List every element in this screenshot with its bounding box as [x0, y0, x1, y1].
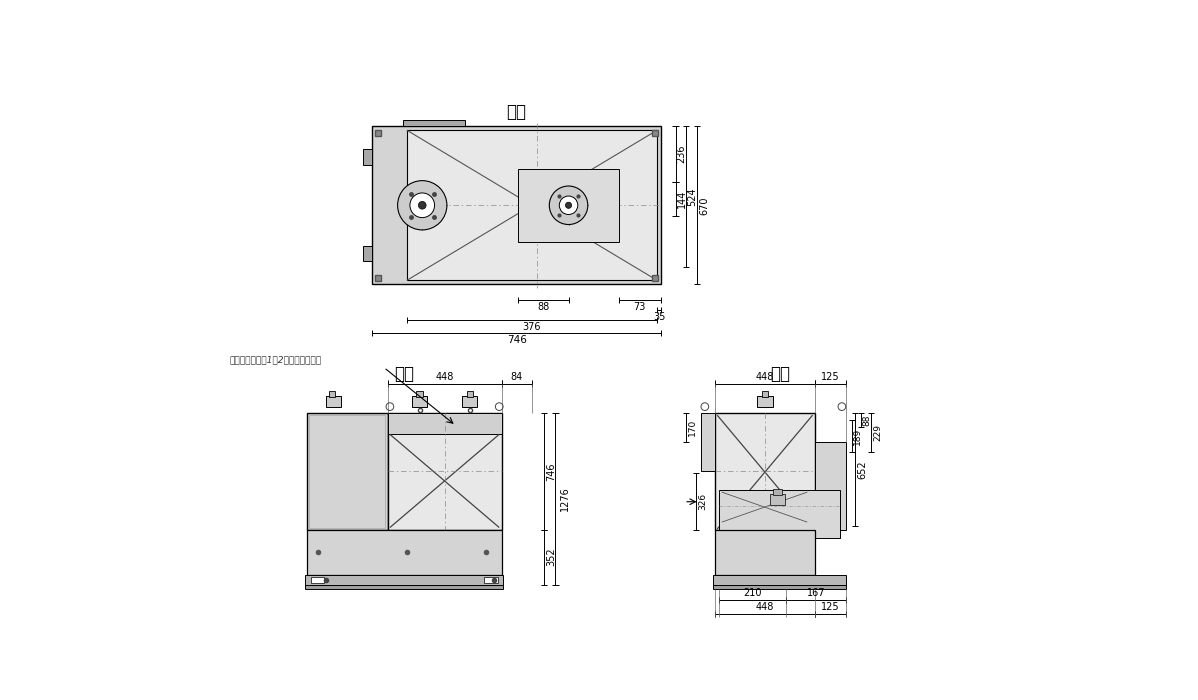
- Text: 210: 210: [744, 588, 762, 598]
- Text: 125: 125: [821, 372, 840, 382]
- Text: 84: 84: [510, 372, 524, 382]
- Text: 167: 167: [806, 588, 825, 598]
- Bar: [773, 489, 782, 495]
- Text: 144: 144: [677, 190, 686, 208]
- Text: 524: 524: [688, 188, 697, 206]
- Text: 125: 125: [821, 602, 840, 612]
- Bar: [363, 150, 373, 165]
- Bar: [309, 415, 386, 528]
- Text: 670: 670: [700, 196, 710, 214]
- Text: 側面: 側面: [394, 365, 415, 384]
- Bar: [815, 442, 846, 530]
- Bar: [757, 396, 773, 407]
- Circle shape: [410, 193, 435, 218]
- Bar: [388, 413, 502, 434]
- Text: 376: 376: [522, 321, 541, 332]
- Text: 229: 229: [873, 424, 883, 441]
- Bar: [307, 413, 388, 530]
- Text: 73: 73: [634, 302, 646, 312]
- Bar: [388, 413, 502, 530]
- Bar: [466, 391, 473, 398]
- Bar: [373, 126, 661, 284]
- Bar: [484, 577, 497, 583]
- Bar: [305, 584, 503, 589]
- Text: 652: 652: [858, 460, 867, 479]
- Text: 88: 88: [863, 414, 872, 426]
- Bar: [329, 391, 335, 398]
- Text: 35: 35: [653, 312, 665, 321]
- Bar: [403, 120, 465, 126]
- Circle shape: [398, 181, 447, 230]
- Text: 236: 236: [677, 145, 686, 163]
- Text: 352: 352: [546, 548, 557, 566]
- Bar: [310, 577, 325, 583]
- Text: 上面: 上面: [507, 104, 527, 122]
- Circle shape: [418, 202, 426, 209]
- Text: 189: 189: [853, 427, 861, 444]
- Text: 排熱方向：記号1，2はパネルが共通: 排熱方向：記号1，2はパネルが共通: [230, 355, 322, 364]
- Text: 746: 746: [546, 462, 557, 481]
- Bar: [326, 396, 341, 407]
- Bar: [462, 396, 477, 407]
- Text: 746: 746: [507, 335, 526, 344]
- Bar: [363, 246, 373, 261]
- Text: 1276: 1276: [559, 486, 570, 511]
- Bar: [412, 396, 428, 407]
- Circle shape: [559, 196, 577, 214]
- Text: 背面: 背面: [770, 365, 791, 384]
- Circle shape: [550, 186, 588, 225]
- Bar: [417, 391, 423, 398]
- Bar: [713, 575, 846, 584]
- Text: 326: 326: [698, 493, 707, 510]
- Text: 448: 448: [756, 602, 774, 612]
- Bar: [701, 413, 715, 471]
- Text: 448: 448: [435, 372, 454, 382]
- Bar: [407, 130, 657, 281]
- Bar: [519, 169, 618, 242]
- Circle shape: [565, 202, 571, 209]
- Text: 170: 170: [688, 419, 697, 436]
- Bar: [770, 494, 786, 505]
- Bar: [715, 413, 815, 530]
- Bar: [762, 391, 768, 398]
- Bar: [713, 584, 846, 589]
- Bar: [715, 530, 815, 575]
- Text: 88: 88: [538, 302, 550, 312]
- Bar: [305, 575, 503, 584]
- Bar: [720, 490, 840, 538]
- Text: 448: 448: [756, 372, 774, 382]
- Bar: [307, 530, 502, 575]
